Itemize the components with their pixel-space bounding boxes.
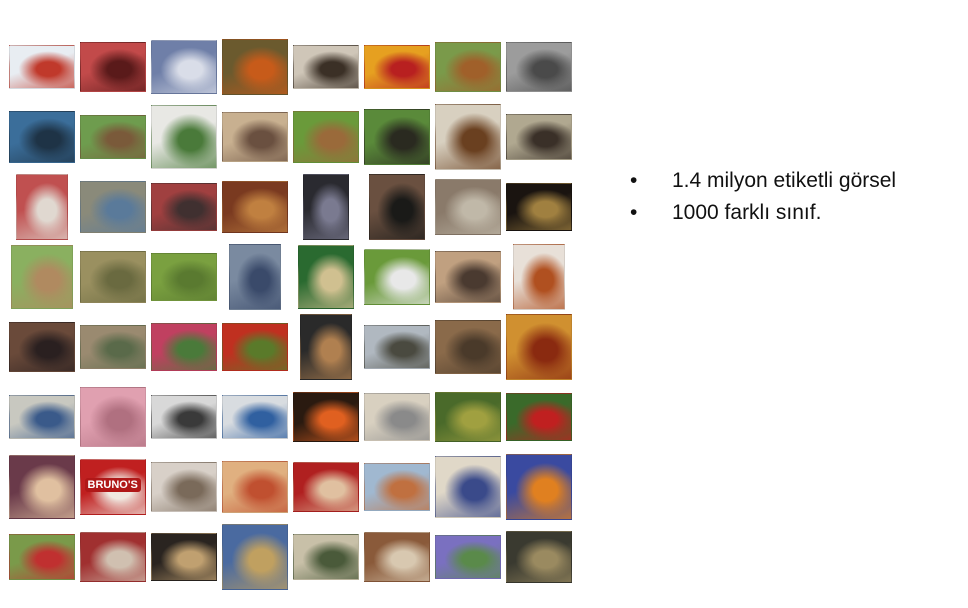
photo-thumbnail-family-on-couch — [434, 251, 501, 303]
photo-thumbnail-kangaroo — [79, 251, 146, 303]
photo-thumbnail-pasta-plate — [512, 244, 565, 310]
photo-thumbnail-stage — [221, 181, 288, 233]
photo-thumbnail-peppers — [363, 45, 430, 89]
photo-thumbnail-horse-carriage — [79, 115, 146, 159]
photo-thumbnail-bathroom — [150, 395, 217, 439]
photo-thumbnail-dark-hall — [150, 533, 217, 581]
photo-thumbnail-basketball-players — [505, 454, 572, 520]
photo-thumbnail-chalkboard-sign — [299, 314, 352, 380]
photo-thumbnail-lizard — [505, 183, 572, 231]
photo-thumbnail-dog-with-hat — [368, 174, 425, 240]
photo-thumbnail-ladybug-plant — [221, 39, 288, 95]
photo-thumbnail-crowd — [150, 183, 217, 231]
photo-thumbnail-office-desk — [8, 395, 75, 439]
photo-thumbnail-man-with-child — [434, 456, 501, 518]
photo-thumbnail-dining-table — [363, 532, 430, 582]
photo-thumbnail-man-face — [8, 322, 75, 372]
photo-thumbnail-red-seeds — [292, 462, 359, 512]
bullet-dot: • — [630, 201, 638, 224]
photo-thumbnail-leaves — [434, 392, 501, 442]
photo-thumbnail-compass-tile — [505, 314, 572, 380]
photo-thumbnail-pizza — [221, 461, 288, 513]
photo-thumbnail-sculpture-frame — [302, 174, 349, 240]
photo-thumbnail-house — [79, 325, 146, 369]
photo-thumbnail-glass-dish — [150, 40, 217, 94]
photo-thumbnail-kids-in-room — [15, 174, 68, 240]
photo-thumbnail-purple-flowers — [434, 535, 501, 579]
photo-thumbnail-dog-on-couch — [505, 42, 572, 92]
photo-thumbnail-weimaraner — [79, 181, 146, 233]
photo-thumbnail-green-bottle — [297, 245, 354, 309]
bullet-list: • 1.4 milyon etiketli görsel • 1000 fark… — [630, 165, 896, 229]
bullet-item: • 1.4 milyon etiketli görsel — [630, 165, 896, 197]
photo-thumbnail-baby-mouth — [79, 387, 146, 447]
photo-thumbnail-soccer-kids — [8, 534, 75, 580]
photo-thumbnail-horse-cart-street — [221, 112, 288, 162]
photo-thumbnail-snowmobile — [8, 45, 75, 89]
photo-thumbnail-dark-room — [505, 531, 572, 583]
photo-thumbnail-street-scene — [363, 325, 430, 369]
photo-thumbnail-red-flowers — [221, 323, 288, 371]
photo-thumbnail-red-interior — [79, 532, 146, 582]
photo-thumbnail-dogs-playing — [363, 249, 430, 305]
photo-thumbnail-lamp — [8, 455, 75, 519]
photo-thumbnail-man-with-pizza — [434, 104, 501, 170]
bullet-dot: • — [630, 169, 638, 192]
photo-thumbnail-red-flower — [505, 393, 572, 441]
photo-thumbnail-dogs-on-grass — [363, 109, 430, 165]
photo-thumbnail-dog-sitting-grass — [292, 111, 359, 163]
photo-thumbnail-girl-drawing — [150, 462, 217, 512]
image-thumbnail-grid: BRUNO'S — [8, 34, 578, 590]
bullet-item: • 1000 farklı sınıf. — [630, 197, 896, 229]
photo-thumbnail-hedgehog — [505, 114, 572, 160]
photo-thumbnail-cat-on-cushion — [434, 179, 501, 235]
photo-thumbnail-stove-burners — [292, 392, 359, 442]
photo-thumbnail-desert — [363, 463, 430, 511]
photo-thumbnail-police-car — [221, 395, 288, 439]
photo-thumbnail-dog-on-bed — [292, 45, 359, 89]
bullet-text-classes: 1000 farklı sınıf. — [672, 201, 822, 224]
brunos-sign-text: BRUNO'S — [84, 478, 141, 492]
photo-thumbnail-man-with-backpack — [228, 244, 281, 310]
photo-thumbnail-firewood — [434, 320, 501, 374]
photo-thumbnail-office-chair — [363, 393, 430, 441]
photo-thumbnail-classroom — [292, 534, 359, 580]
photo-thumbnail-flower-stall — [150, 323, 217, 371]
photo-thumbnail-dog-on-grass — [434, 42, 501, 92]
photo-thumbnail-bird-in-grass — [150, 253, 217, 301]
photo-thumbnail-brunos-sign: BRUNO'S — [79, 459, 146, 515]
photo-thumbnail-white-room-plant — [150, 105, 217, 169]
photo-thumbnail-whale — [8, 111, 75, 163]
photo-thumbnail-woman-in-field — [221, 524, 288, 590]
photo-thumbnail-baseball-field — [10, 245, 73, 309]
bullet-text-images: 1.4 milyon etiketli görsel — [672, 169, 897, 192]
photo-thumbnail-red-light-scene — [79, 42, 146, 92]
